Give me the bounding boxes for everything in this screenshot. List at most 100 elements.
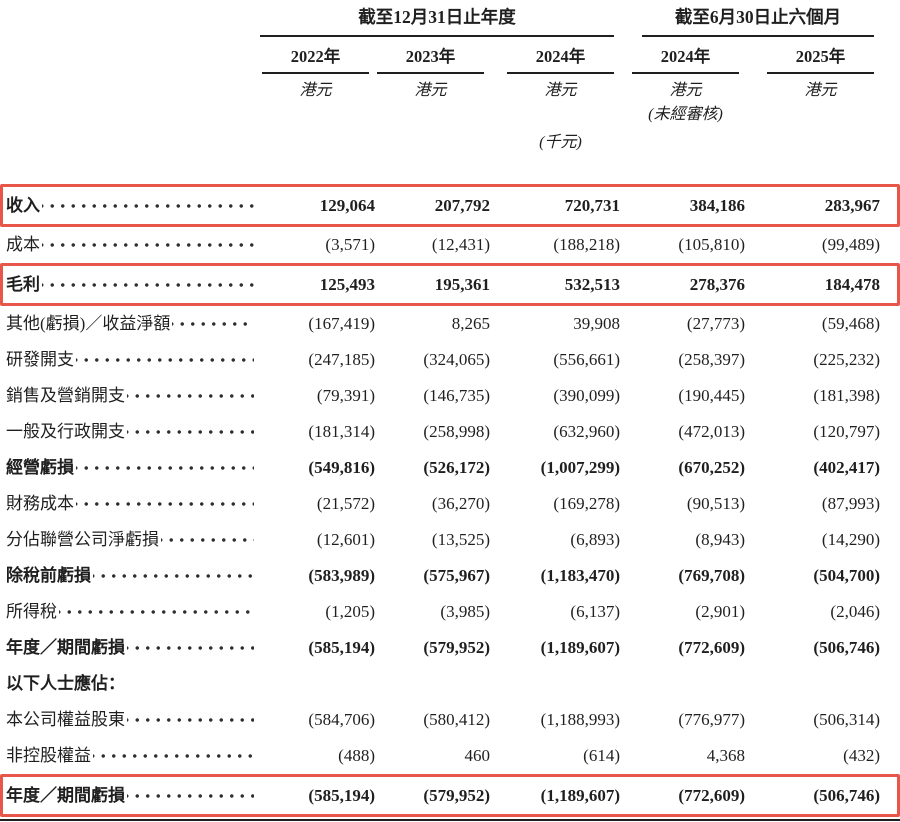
cell-value: (90,513) [686,494,745,513]
table-row: 財務成本 (21,572) (36,270) (169,278) (90,513) (87… [0,486,900,522]
cell-value: (583,989) [308,566,375,585]
table-row: 所得稅 (1,205) (3,985) (6,137) (2,901) (2,046) [0,594,900,630]
year-header-row: 2022年 2023年 2024年 2024年 2025年 [0,46,900,74]
row-label: 年度／期間虧損 [6,784,254,807]
cell-value: (2,046) [830,602,880,621]
currency-row: 港元 港元 港元 港元 港元 [0,80,900,102]
cell-value: (585,194) [308,638,375,657]
cell-value: 460 [464,746,491,765]
cell-value: (225,232) [813,350,880,369]
unit-note: (千元) [539,134,582,151]
cell-value: (2,901) [695,602,745,621]
cell-value: (556,661) [553,350,620,369]
row-label-text: 收入 [6,195,40,215]
row-label-text: 年度／期間虧損 [6,785,125,805]
row-label: 財務成本 [6,493,254,515]
cell-value: 125,493 [319,274,375,294]
cell-value: (13,525) [431,530,490,549]
cell-value: 39,908 [573,314,620,333]
cell-value: (36,270) [431,494,490,513]
cell-value: 207,792 [434,195,490,215]
table-bottom-rule [0,819,900,821]
cell-value: (190,445) [678,386,745,405]
row-label-text: 分佔聯營公司淨虧損 [6,530,159,549]
table-header: 截至12月31日止年度 截至6月30日止六個月 2022年 2023年 2024… [0,0,900,158]
cell-value: (8,943) [695,530,745,549]
currency-label: 港元 [299,82,332,99]
table-row: 研發開支 (247,185) (324,065) (556,661) (258,397)… [0,342,900,378]
currency-label: 港元 [414,82,447,99]
cell-value: 184,478 [824,274,880,294]
cell-value: (87,993) [821,494,880,513]
row-label: 非控股權益 [6,745,254,767]
dot-leader [59,601,254,623]
cell-value: (504,700) [813,566,880,585]
row-label: 所得稅 [6,601,254,623]
table-row: 以下人士應佔： [0,666,900,702]
dot-leader [42,234,254,256]
currency-label: 港元 [669,82,702,99]
dot-leader [127,784,254,807]
cell-value: 283,967 [824,195,880,215]
cell-value: (324,065) [423,350,490,369]
cell-value: 8,265 [451,314,490,333]
table-row: 銷售及營銷開支 (79,391) (146,735) (390,099) (190,44… [0,378,900,414]
row-label: 年度／期間虧損 [6,637,254,659]
dot-leader [76,493,254,515]
dot-leader [42,273,254,296]
row-label-text: 所得稅 [6,602,57,621]
unaudited-note: (未經審核) [648,106,723,123]
table-row: 年度／期間虧損 (585,194) (579,952) (1,189,607) (772… [0,774,900,817]
cell-value: (584,706) [308,710,375,729]
row-label: 收入 [6,194,254,217]
row-label-text: 非控股權益 [6,746,91,765]
cell-value: (1,188,993) [540,710,620,729]
row-label: 研發開支 [6,349,254,371]
year-header-2025: 2025年 [767,46,874,74]
dot-leader [93,745,254,767]
cell-value: (181,398) [813,386,880,405]
cell-value: (472,013) [678,422,745,441]
cell-value: (27,773) [686,314,745,333]
row-label-text: 經營虧損 [6,458,74,477]
cell-value: (670,252) [678,458,745,477]
table-row: 收入 129,064 207,792 720,731 384,186 283,967 [0,184,900,227]
table-row: 本公司權益股東 (584,706) (580,412) (1,188,993) (776… [0,702,900,738]
currency-label: 港元 [804,82,837,99]
dot-leader [172,313,254,335]
dot-leader [93,565,254,587]
cell-value: 384,186 [689,195,745,215]
table-row: 年度／期間虧損 (585,194) (579,952) (1,189,607) (772… [0,630,900,666]
row-label: 其他(虧損)／收益淨額 [6,313,254,335]
row-label-text: 研發開支 [6,350,74,369]
cell-value: (1,189,607) [540,785,620,805]
cell-value: (526,172) [423,458,490,477]
period-group-annual: 截至12月31日止年度 [260,6,614,37]
cell-value: (776,977) [678,710,745,729]
cell-value: (12,601) [316,530,375,549]
cell-value: (146,735) [423,386,490,405]
cell-value: (79,391) [316,386,375,405]
cell-value: (99,489) [821,235,880,254]
cell-value: (258,397) [678,350,745,369]
row-label-text: 毛利 [6,274,40,294]
cell-value: 4,368 [706,746,745,765]
period-group-interim-label: 截至6月30日止六個月 [674,7,842,27]
row-label: 經營虧損 [6,457,254,479]
cell-value: (632,960) [553,422,620,441]
unit-row: (千元) [0,128,900,158]
table-row: 分佔聯營公司淨虧損 (12,601) (13,525) (6,893) (8,943) (… [0,522,900,558]
row-label: 毛利 [6,273,254,296]
row-label: 分佔聯營公司淨虧損 [6,529,254,551]
cell-value: 720,731 [564,195,620,215]
dot-leader [127,637,254,659]
cell-value: (6,137) [570,602,620,621]
row-label-text: 成本 [6,235,40,254]
row-label-text: 本公司權益股東 [6,710,125,729]
table-row: 一般及行政開支 (181,314) (258,998) (632,960) (472,0… [0,414,900,450]
row-label: 一般及行政開支 [6,421,254,443]
cell-value: (432) [843,746,880,765]
cell-value: 532,513 [564,274,620,294]
year-header-2022: 2022年 [262,46,369,74]
cell-value: (105,810) [678,235,745,254]
